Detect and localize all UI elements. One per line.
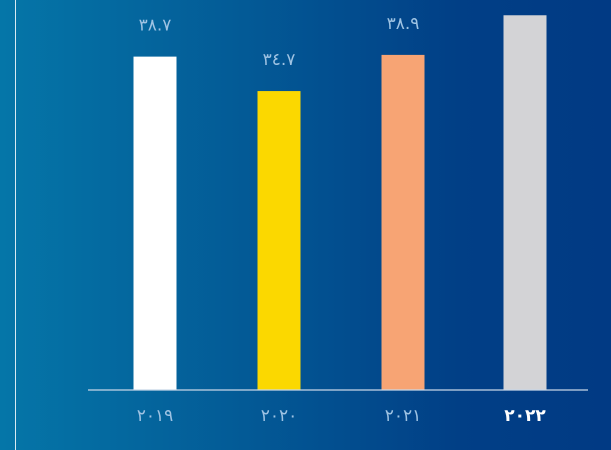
x-tick-label-3: ٢٠٢٢: [504, 406, 546, 426]
value-label-2: ٣٨.٩: [387, 14, 420, 34]
bar-3: [503, 15, 547, 391]
left-divider: [15, 0, 16, 450]
bar-1: [257, 91, 301, 390]
bar-2: [381, 54, 425, 390]
bar-0: [133, 56, 177, 391]
x-tick-labels-group: ٢٠١٩ ٢٠٢٠ ٢٠٢١ ٢٠٢٢: [137, 406, 547, 426]
value-label-1: ٣٤.٧: [263, 50, 296, 70]
value-labels-group: ٣٨.٧٣٤.٧٣٨.٩٤٣.٥: [139, 14, 420, 70]
bars-group: [133, 15, 547, 391]
value-label-0: ٣٨.٧: [139, 16, 172, 36]
x-tick-label-1: ٢٠٢٠: [261, 406, 298, 426]
x-tick-label-2: ٢٠٢١: [385, 406, 422, 426]
x-tick-label-0: ٢٠١٩: [137, 406, 174, 426]
